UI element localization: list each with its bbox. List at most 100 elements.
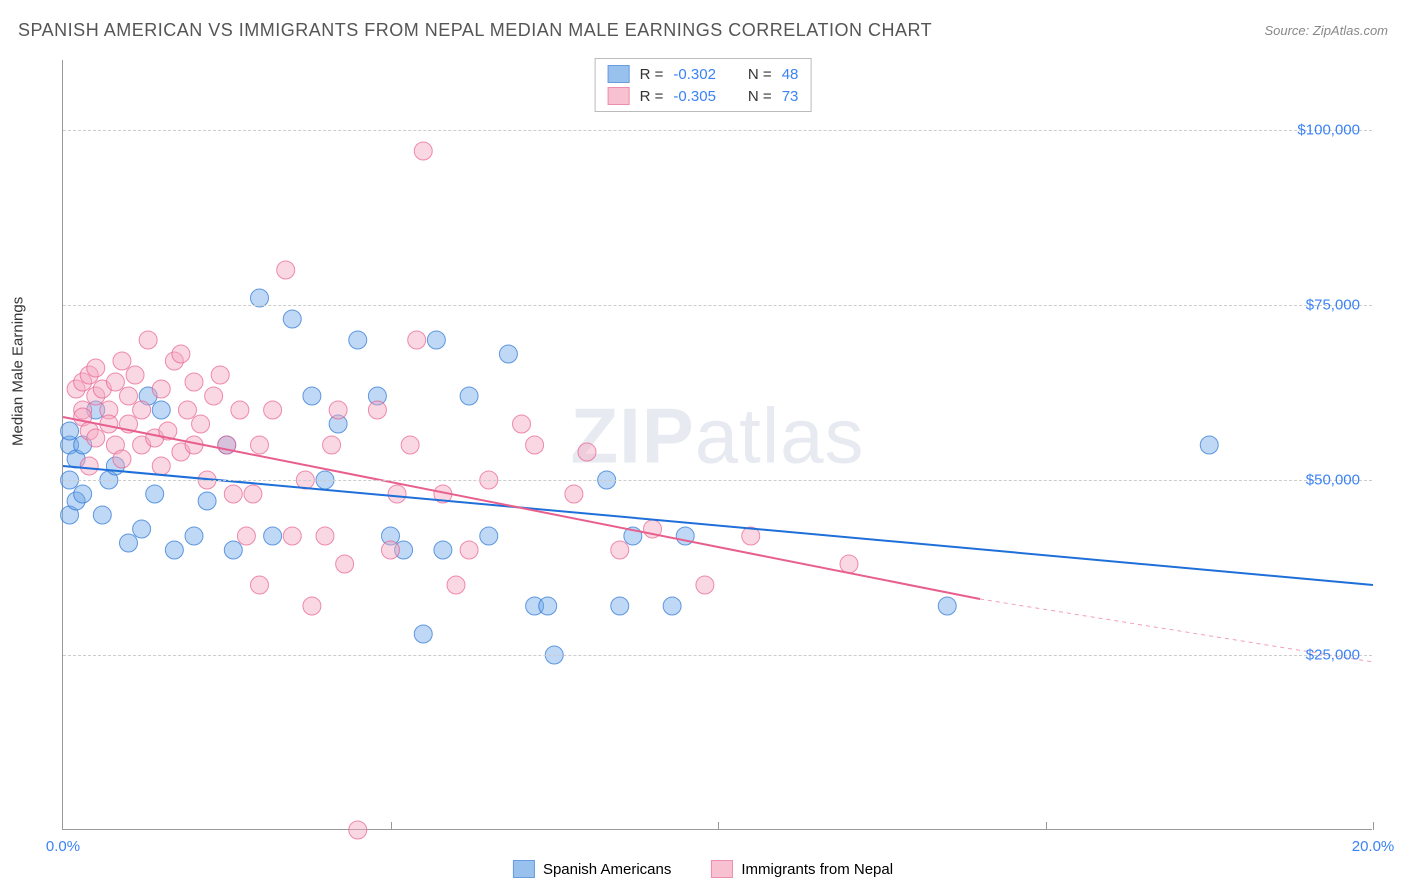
legend-correlation-row: R = -0.305 N = 73	[608, 85, 799, 107]
x-tick-label: 0.0%	[46, 838, 80, 855]
legend-series-item: Immigrants from Nepal	[711, 860, 893, 878]
scatter-point	[368, 401, 386, 419]
scatter-point	[120, 387, 138, 405]
legend-series-label: Immigrants from Nepal	[741, 861, 893, 878]
scatter-point	[113, 352, 131, 370]
legend-n-value: 48	[782, 66, 799, 83]
scatter-point	[185, 373, 203, 391]
scatter-point	[224, 541, 242, 559]
gridline-horizontal	[63, 480, 1372, 481]
scatter-point	[93, 506, 111, 524]
scatter-point	[283, 527, 301, 545]
chart-svg	[63, 60, 1372, 829]
legend-series-label: Spanish Americans	[543, 861, 671, 878]
legend-n-value: 73	[782, 88, 799, 105]
scatter-point	[938, 597, 956, 615]
scatter-point	[414, 625, 432, 643]
gridline-vertical	[718, 822, 719, 830]
scatter-point	[106, 373, 124, 391]
scatter-point	[1200, 436, 1218, 454]
scatter-point	[133, 520, 151, 538]
legend-r-label: R =	[640, 88, 664, 105]
scatter-point	[427, 331, 445, 349]
scatter-point	[526, 436, 544, 454]
scatter-point	[611, 597, 629, 615]
gridline-horizontal	[63, 130, 1372, 131]
scatter-point	[251, 576, 269, 594]
scatter-point	[87, 359, 105, 377]
scatter-point	[480, 527, 498, 545]
legend-swatch	[711, 860, 733, 878]
scatter-point	[244, 485, 262, 503]
scatter-point	[460, 541, 478, 559]
scatter-point	[277, 261, 295, 279]
scatter-point	[198, 492, 216, 510]
scatter-point	[382, 541, 400, 559]
scatter-point	[434, 541, 452, 559]
y-tick-label: $75,000	[1306, 297, 1360, 314]
legend-swatch	[513, 860, 535, 878]
scatter-point	[349, 821, 367, 839]
scatter-point	[126, 366, 144, 384]
scatter-point	[447, 576, 465, 594]
scatter-point	[152, 457, 170, 475]
scatter-point	[303, 597, 321, 615]
y-tick-label: $100,000	[1297, 122, 1360, 139]
scatter-point	[565, 485, 583, 503]
scatter-point	[139, 331, 157, 349]
scatter-point	[336, 555, 354, 573]
scatter-point	[152, 380, 170, 398]
legend-correlation: R = -0.302 N = 48 R = -0.305 N = 73	[595, 58, 812, 112]
scatter-point	[611, 541, 629, 559]
y-axis-label: Median Male Earnings	[10, 297, 27, 446]
scatter-point	[152, 401, 170, 419]
legend-r-value: -0.305	[673, 88, 716, 105]
legend-swatch	[608, 87, 630, 105]
scatter-point	[460, 387, 478, 405]
y-tick-label: $50,000	[1306, 472, 1360, 489]
scatter-point	[316, 527, 334, 545]
scatter-point	[388, 485, 406, 503]
scatter-point	[211, 366, 229, 384]
gridline-horizontal	[63, 305, 1372, 306]
legend-r-value: -0.302	[673, 66, 716, 83]
scatter-point	[283, 310, 301, 328]
legend-series: Spanish Americans Immigrants from Nepal	[513, 860, 893, 878]
legend-r-label: R =	[640, 66, 664, 83]
chart-title: SPANISH AMERICAN VS IMMIGRANTS FROM NEPA…	[18, 20, 932, 41]
scatter-point	[323, 436, 341, 454]
gridline-vertical	[1046, 822, 1047, 830]
gridline-vertical	[391, 822, 392, 830]
scatter-point	[264, 401, 282, 419]
legend-series-item: Spanish Americans	[513, 860, 671, 878]
scatter-point	[231, 401, 249, 419]
regression-line	[63, 417, 980, 599]
scatter-point	[349, 331, 367, 349]
scatter-point	[113, 450, 131, 468]
scatter-point	[696, 576, 714, 594]
scatter-point	[663, 597, 681, 615]
scatter-point	[499, 345, 517, 363]
y-tick-label: $25,000	[1306, 647, 1360, 664]
scatter-point	[303, 387, 321, 405]
legend-n-label: N =	[748, 88, 772, 105]
scatter-point	[414, 142, 432, 160]
regression-line	[63, 466, 1373, 585]
scatter-point	[61, 422, 79, 440]
legend-swatch	[608, 65, 630, 83]
scatter-point	[178, 401, 196, 419]
source-attribution: Source: ZipAtlas.com	[1264, 23, 1388, 38]
gridline-vertical	[1373, 822, 1374, 830]
scatter-point	[185, 527, 203, 545]
legend-correlation-row: R = -0.302 N = 48	[608, 63, 799, 85]
plot-area: ZIPatlas $25,000$50,000$75,000$100,0000.…	[62, 60, 1372, 830]
scatter-point	[251, 436, 269, 454]
scatter-point	[146, 485, 164, 503]
title-bar: SPANISH AMERICAN VS IMMIGRANTS FROM NEPA…	[18, 20, 1388, 41]
legend-n-label: N =	[748, 66, 772, 83]
scatter-point	[329, 401, 347, 419]
gridline-horizontal	[63, 655, 1372, 656]
scatter-point	[237, 527, 255, 545]
scatter-point	[578, 443, 596, 461]
scatter-point	[192, 415, 210, 433]
